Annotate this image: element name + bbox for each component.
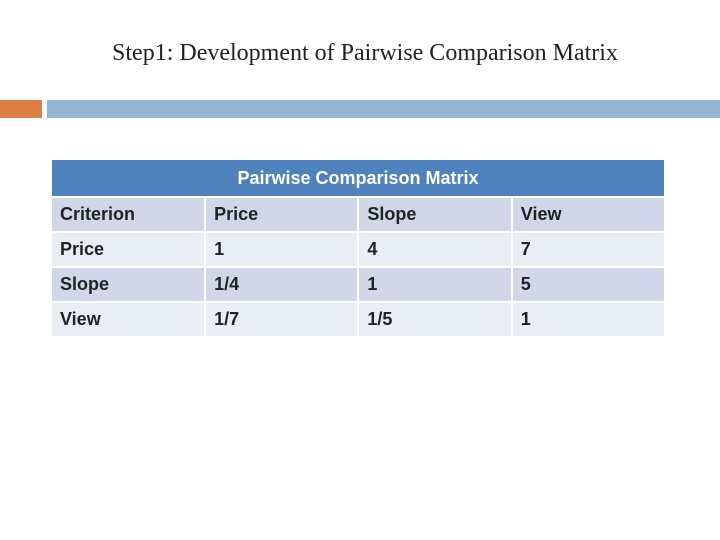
column-header: Criterion — [49, 196, 207, 233]
cell: 1 — [357, 266, 513, 303]
accent-bar — [47, 100, 720, 118]
slide-title: Step1: Development of Pairwise Compariso… — [112, 40, 618, 66]
table-row: View 1/7 1/5 1 — [49, 301, 667, 338]
cell: 7 — [510, 231, 667, 268]
cell: View — [49, 301, 207, 338]
table-row: Slope 1/4 1 5 — [49, 266, 667, 303]
column-header: Slope — [357, 196, 513, 233]
header-row: Criterion Price Slope View — [49, 196, 667, 233]
cell: 4 — [357, 231, 513, 268]
cell: Price — [49, 231, 207, 268]
table-row: Price 1 4 7 — [49, 231, 667, 268]
column-header: View — [510, 196, 667, 233]
accent-bar — [0, 100, 42, 118]
column-header: Price — [204, 196, 360, 233]
cell: 1 — [510, 301, 667, 338]
cell: 1/4 — [204, 266, 360, 303]
table-title: Pairwise Comparison Matrix — [50, 158, 666, 198]
matrix-table: Pairwise Comparison Matrix Criterion Pri… — [49, 158, 667, 338]
cell: 1/7 — [204, 301, 360, 338]
cell: Slope — [49, 266, 207, 303]
cell: 1/5 — [357, 301, 513, 338]
cell: 5 — [510, 266, 667, 303]
cell: 1 — [204, 231, 360, 268]
